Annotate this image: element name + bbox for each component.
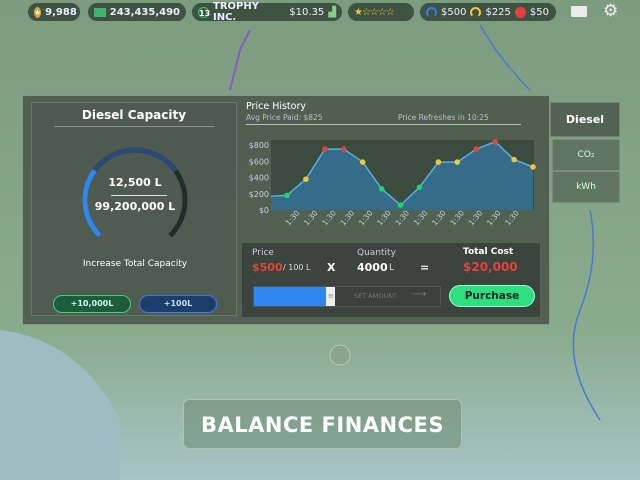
hud-points[interactable]: ★ 9,988 — [28, 3, 80, 21]
x-tick-label: 1:30 — [339, 208, 357, 227]
banner-text: BALANCE FINANCES — [201, 413, 444, 437]
total-capacity: 99,200,000 L — [94, 200, 176, 213]
slider-fill — [254, 287, 329, 306]
x-tick-label: 1:30 — [503, 208, 521, 227]
price-point — [454, 159, 461, 165]
capacity-section: Diesel Capacity 12,500 L 99,200,000 L In… — [31, 102, 237, 316]
quantity-label: Quantity — [357, 248, 396, 258]
y-tick-label: $200 — [249, 190, 269, 199]
x-tick-label: 1:30 — [375, 208, 393, 227]
price-refresh-timer: Price Refreshes in 10:25 — [398, 113, 489, 122]
co2-icon — [514, 6, 526, 18]
price-point — [473, 146, 480, 152]
hud-cash[interactable]: 243,435,490 — [88, 3, 186, 21]
increase-label: Increase Total Capacity — [82, 259, 188, 269]
fuel-purchase-panel: Diesel Capacity 12,500 L 99,200,000 L In… — [22, 95, 550, 325]
quantity-unit: L — [389, 263, 395, 273]
price-history-chart: $800$600$400$200$0 1:30 1:30 1:30 1:30 1:30 1:… — [249, 138, 536, 227]
star-rating: ★☆☆☆☆ — [354, 6, 395, 18]
price-point — [340, 146, 347, 152]
price-point — [435, 159, 442, 165]
x-tick-label: 1:30 — [448, 208, 466, 227]
price-point — [511, 156, 517, 163]
star-badge-icon: ★ — [34, 6, 42, 18]
purchase-calculator: Price $500 / 100 L X Quantity 4000 L = T… — [241, 242, 541, 318]
y-tick-label: $800 — [249, 141, 269, 150]
level-icon: 13 — [198, 6, 211, 18]
y-tick-label: $600 — [249, 157, 269, 166]
x-tick-label: 1:30 — [393, 208, 411, 227]
current-capacity: 12,500 L — [108, 176, 162, 189]
y-tick-label: $0 — [259, 206, 269, 215]
price-area — [271, 141, 533, 210]
times-sign: X — [327, 261, 336, 274]
price-point — [492, 138, 498, 145]
banner: BALANCE FINANCES — [183, 399, 462, 449]
total-cost-value: $20,000 — [463, 260, 518, 274]
x-tick-label: 1:30 — [284, 208, 302, 227]
stock-chart-icon: ▟ — [328, 6, 336, 18]
hud-company[interactable]: 13 TROPHY INC. $10.35 ▟ — [192, 1, 342, 23]
tab-co2[interactable]: CO₂ — [552, 139, 620, 171]
x-tick-label: 1:30 — [467, 208, 485, 227]
tab-kwh[interactable]: kWh — [552, 171, 620, 203]
add-100l-button[interactable]: +100L — [139, 295, 217, 313]
amount-slider[interactable]: ≡ SET AMOUNT ⟶ — [253, 286, 441, 307]
x-tick-label: 1:30 — [320, 208, 338, 227]
price-point — [303, 176, 309, 182]
x-tick-label: 1:30 — [357, 208, 375, 227]
price-unit: / 100 L — [283, 263, 311, 272]
price-point — [322, 146, 328, 152]
price-value: $500 — [252, 261, 283, 274]
gauge-divider — [111, 195, 167, 196]
hud-resources[interactable]: $500 $225 $50 — [420, 3, 556, 21]
price-label: Price — [252, 248, 274, 258]
mail-icon[interactable] — [571, 6, 587, 17]
total-cost-label: Total Cost — [463, 247, 514, 257]
price-point — [284, 192, 290, 199]
equals-sign: = — [420, 261, 430, 274]
capacity-title: Diesel Capacity — [54, 108, 214, 127]
capacity-gauge — [82, 147, 188, 252]
settings-gear-icon[interactable]: ⚙ — [603, 1, 619, 21]
x-tick-label: 1:30 — [412, 208, 430, 227]
price-point — [530, 164, 536, 170]
quantity-value: 4000 — [357, 261, 388, 274]
power-gauge-icon — [470, 6, 482, 18]
slider-placeholder: SET AMOUNT — [354, 292, 398, 300]
add-10000l-button[interactable]: +10,000L — [53, 295, 131, 313]
x-tick-label: 1:30 — [430, 208, 448, 227]
purchase-button[interactable]: Purchase — [449, 285, 535, 307]
price-point — [378, 186, 385, 192]
history-divider — [246, 124, 521, 125]
price-history-title: Price History — [246, 101, 306, 112]
hud-rating[interactable]: ★☆☆☆☆ — [348, 3, 414, 21]
cash-icon — [94, 7, 106, 17]
tab-diesel[interactable]: Diesel — [550, 102, 620, 137]
price-point — [397, 202, 404, 208]
price-point — [359, 159, 366, 165]
y-tick-label: $400 — [249, 174, 269, 183]
x-tick-label: 1:30 — [302, 208, 320, 227]
gauge-fill — [82, 147, 188, 252]
x-tick-label: 1:30 — [485, 208, 503, 227]
slider-handle[interactable]: ≡ — [326, 287, 336, 306]
arrow-right-icon: ⟶ — [412, 289, 427, 300]
price-point — [416, 184, 423, 191]
avg-price-paid: Avg Price Paid: $825 — [246, 113, 323, 122]
diesel-gauge-icon — [426, 6, 437, 18]
